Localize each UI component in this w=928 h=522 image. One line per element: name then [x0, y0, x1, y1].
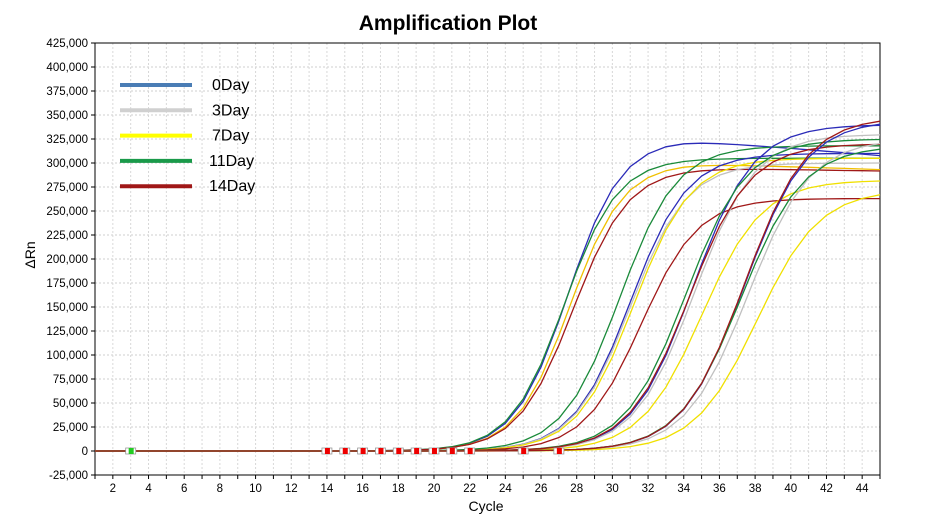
x-tick-label: 30 — [606, 483, 619, 495]
y-axis-label: ΔRn — [22, 241, 38, 268]
x-tick-label: 36 — [713, 483, 726, 495]
x-tick-label: 34 — [677, 483, 690, 495]
x-tick-label: 12 — [285, 483, 298, 495]
x-tick-label: 14 — [321, 483, 334, 495]
plot-area-frame — [94, 42, 881, 476]
legend-label-11day: 11Day — [209, 153, 254, 170]
y-tick-label: 275,000 — [46, 182, 88, 194]
legend-label-3day: 3Day — [212, 102, 249, 119]
x-tick-label: 16 — [356, 483, 369, 495]
x-tick-label: 4 — [145, 483, 152, 495]
threshold-marker — [396, 448, 402, 454]
amplification-curves — [95, 120, 881, 452]
legend-label-14day: 14Day — [209, 178, 255, 195]
series-line-14day — [95, 120, 881, 452]
series-line-0day — [95, 152, 881, 452]
x-tick-label: 26 — [535, 483, 548, 495]
y-axis-ticks: -25,000 0 25,000 50,000 75,000 100,000 125,000… — [46, 38, 95, 482]
x-axis-ticks: 2 4 6 8 10 12 14 16 18 20 22 24 26 28 30 32 34 36 38 40 42 44 — [94, 475, 881, 495]
y-tick-label: 425,000 — [46, 38, 88, 50]
y-tick-label: 200,000 — [46, 254, 88, 266]
x-axis-label: Cycle — [468, 498, 503, 514]
threshold-marker — [342, 448, 348, 454]
x-tick-label: 10 — [249, 483, 262, 495]
threshold-marker — [449, 448, 455, 454]
y-tick-label: 25,000 — [53, 422, 88, 434]
y-tick-label: 325,000 — [46, 134, 88, 146]
y-tick-label: 300,000 — [46, 158, 88, 170]
threshold-marker — [467, 448, 473, 454]
y-tick-label: 75,000 — [53, 374, 88, 386]
x-tick-label: 42 — [820, 483, 833, 495]
y-tick-label: 150,000 — [46, 302, 88, 314]
y-tick-label: -25,000 — [49, 470, 88, 482]
threshold-marker — [521, 448, 527, 454]
threshold-marker — [128, 448, 134, 454]
y-tick-label: 375,000 — [46, 86, 88, 98]
x-tick-label: 38 — [749, 483, 762, 495]
chart-title: Amplification Plot — [359, 12, 538, 35]
x-tick-label: 2 — [110, 483, 116, 495]
y-tick-label: 125,000 — [46, 326, 88, 338]
y-tick-label: 100,000 — [46, 350, 88, 362]
threshold-marker — [378, 448, 384, 454]
threshold-marker — [360, 448, 366, 454]
x-tick-label: 24 — [499, 483, 512, 495]
y-tick-label: 50,000 — [53, 398, 88, 410]
x-tick-label: 40 — [784, 483, 797, 495]
x-tick-label: 22 — [463, 483, 476, 495]
x-tick-label: 32 — [642, 483, 655, 495]
legend-label-7day: 7Day — [212, 128, 249, 145]
x-tick-label: 20 — [428, 483, 441, 495]
y-tick-label: 175,000 — [46, 278, 88, 290]
x-tick-label: 8 — [217, 483, 223, 495]
threshold-marker — [414, 448, 420, 454]
y-tick-label: 250,000 — [46, 206, 88, 218]
y-tick-label: 225,000 — [46, 230, 88, 242]
y-tick-label: 350,000 — [46, 110, 88, 122]
legend-label-0day: 0Day — [212, 77, 249, 94]
x-tick-label: 28 — [570, 483, 583, 495]
threshold-marker — [431, 448, 437, 454]
y-tick-label: 0 — [82, 446, 88, 458]
x-tick-label: 6 — [181, 483, 187, 495]
legend: 0Day 3Day 7Day 11Day 14Day — [120, 77, 255, 195]
threshold-markers — [125, 447, 565, 455]
threshold-marker — [324, 448, 330, 454]
x-tick-label: 44 — [856, 483, 869, 495]
y-tick-label: 400,000 — [46, 62, 88, 74]
threshold-marker — [556, 448, 562, 454]
x-tick-label: 18 — [392, 483, 405, 495]
